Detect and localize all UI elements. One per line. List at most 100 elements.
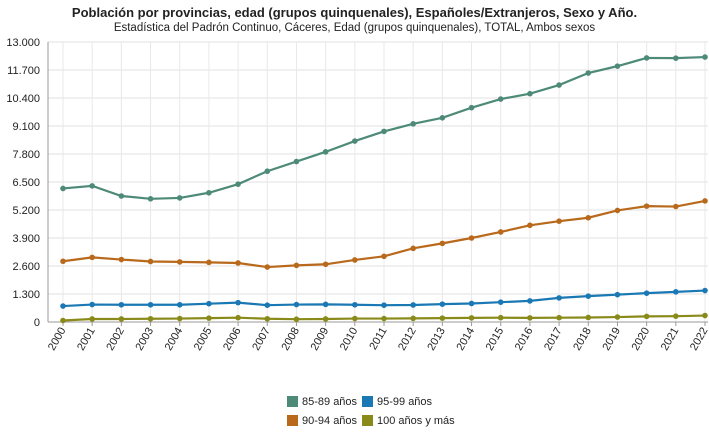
- data-point-90-94-a-os[interactable]: [264, 264, 271, 270]
- x-tick-label: 2014: [455, 326, 478, 353]
- data-point-90-94-a-os[interactable]: [439, 240, 446, 247]
- data-point-85-89-a-os[interactable]: [381, 128, 387, 135]
- data-point-100-a-os-y-m-s[interactable]: [614, 314, 621, 320]
- data-point-100-a-os-y-m-s[interactable]: [468, 315, 475, 321]
- data-point-100-a-os-y-m-s[interactable]: [89, 316, 95, 322]
- x-tick-label: 2019: [600, 326, 623, 353]
- legend-swatch: [362, 415, 373, 426]
- data-point-85-89-a-os[interactable]: [527, 90, 533, 97]
- data-point-90-94-a-os[interactable]: [352, 257, 358, 263]
- data-point-85-89-a-os[interactable]: [556, 82, 562, 88]
- data-point-85-89-a-os[interactable]: [643, 55, 650, 61]
- x-tick-label: 2004: [163, 326, 186, 353]
- data-point-85-89-a-os[interactable]: [585, 70, 592, 76]
- data-point-100-a-os-y-m-s[interactable]: [118, 316, 125, 322]
- data-point-100-a-os-y-m-s[interactable]: [439, 315, 446, 321]
- data-point-90-94-a-os[interactable]: [293, 262, 300, 269]
- data-point-90-94-a-os[interactable]: [89, 254, 95, 261]
- data-point-100-a-os-y-m-s[interactable]: [264, 315, 271, 322]
- data-point-90-94-a-os[interactable]: [702, 198, 708, 204]
- data-point-85-89-a-os[interactable]: [614, 63, 621, 69]
- data-point-100-a-os-y-m-s[interactable]: [176, 315, 183, 322]
- data-point-85-89-a-os[interactable]: [235, 181, 241, 187]
- data-point-100-a-os-y-m-s[interactable]: [381, 315, 387, 322]
- data-point-85-89-a-os[interactable]: [497, 96, 504, 102]
- data-point-90-94-a-os[interactable]: [673, 203, 679, 210]
- data-point-85-89-a-os[interactable]: [352, 138, 358, 144]
- data-point-100-a-os-y-m-s[interactable]: [673, 313, 679, 319]
- data-point-95-99-a-os[interactable]: [527, 298, 533, 304]
- data-point-85-89-a-os[interactable]: [118, 193, 125, 199]
- data-point-95-99-a-os[interactable]: [176, 301, 183, 308]
- data-point-95-99-a-os[interactable]: [556, 295, 562, 301]
- data-point-90-94-a-os[interactable]: [497, 229, 504, 235]
- chart-title: Población por provincias, edad (grupos q…: [71, 5, 638, 20]
- data-point-85-89-a-os[interactable]: [264, 168, 271, 175]
- data-point-90-94-a-os[interactable]: [468, 235, 475, 241]
- data-point-90-94-a-os[interactable]: [585, 214, 592, 221]
- data-point-95-99-a-os[interactable]: [614, 291, 621, 298]
- data-point-90-94-a-os[interactable]: [60, 258, 66, 265]
- data-point-85-89-a-os[interactable]: [89, 183, 95, 189]
- data-point-90-94-a-os[interactable]: [381, 253, 387, 260]
- data-point-95-99-a-os[interactable]: [293, 301, 300, 308]
- data-point-85-89-a-os[interactable]: [673, 55, 679, 61]
- data-point-90-94-a-os[interactable]: [235, 260, 241, 266]
- data-point-85-89-a-os[interactable]: [410, 121, 416, 127]
- data-point-90-94-a-os[interactable]: [176, 259, 183, 265]
- data-point-95-99-a-os[interactable]: [89, 301, 95, 308]
- data-point-95-99-a-os[interactable]: [497, 299, 504, 305]
- data-point-90-94-a-os[interactable]: [206, 259, 212, 266]
- data-point-95-99-a-os[interactable]: [264, 302, 271, 309]
- data-point-100-a-os-y-m-s[interactable]: [322, 316, 329, 322]
- data-point-95-99-a-os[interactable]: [352, 301, 358, 308]
- data-point-95-99-a-os[interactable]: [60, 303, 66, 309]
- data-point-95-99-a-os[interactable]: [643, 290, 650, 296]
- data-point-90-94-a-os[interactable]: [322, 261, 329, 268]
- data-point-100-a-os-y-m-s[interactable]: [147, 315, 154, 322]
- data-point-100-a-os-y-m-s[interactable]: [352, 315, 358, 322]
- data-point-100-a-os-y-m-s[interactable]: [643, 313, 650, 320]
- data-point-100-a-os-y-m-s[interactable]: [206, 315, 212, 321]
- data-point-100-a-os-y-m-s[interactable]: [235, 314, 241, 321]
- data-point-85-89-a-os[interactable]: [468, 104, 475, 111]
- data-point-100-a-os-y-m-s[interactable]: [293, 316, 300, 323]
- data-point-85-89-a-os[interactable]: [702, 54, 708, 60]
- data-point-90-94-a-os[interactable]: [118, 256, 125, 263]
- data-point-85-89-a-os[interactable]: [60, 185, 66, 192]
- data-point-90-94-a-os[interactable]: [643, 203, 650, 209]
- data-point-95-99-a-os[interactable]: [118, 301, 125, 308]
- data-point-95-99-a-os[interactable]: [235, 299, 241, 306]
- data-point-85-89-a-os[interactable]: [293, 158, 300, 165]
- data-point-100-a-os-y-m-s[interactable]: [60, 317, 66, 324]
- data-point-100-a-os-y-m-s[interactable]: [410, 315, 416, 322]
- data-point-95-99-a-os[interactable]: [410, 302, 416, 308]
- data-point-85-89-a-os[interactable]: [322, 149, 329, 155]
- data-point-100-a-os-y-m-s[interactable]: [556, 314, 562, 321]
- data-point-95-99-a-os[interactable]: [439, 301, 446, 307]
- data-point-90-94-a-os[interactable]: [410, 245, 416, 252]
- y-tick-label: 13.000: [6, 37, 40, 49]
- data-point-100-a-os-y-m-s[interactable]: [497, 314, 504, 321]
- data-point-85-89-a-os[interactable]: [439, 115, 446, 121]
- data-point-95-99-a-os[interactable]: [381, 302, 387, 309]
- data-point-90-94-a-os[interactable]: [556, 218, 562, 224]
- data-point-85-89-a-os[interactable]: [206, 189, 212, 196]
- x-tick-label: 2003: [134, 326, 157, 353]
- data-point-100-a-os-y-m-s[interactable]: [585, 314, 592, 321]
- data-point-100-a-os-y-m-s[interactable]: [527, 315, 533, 321]
- data-point-95-99-a-os[interactable]: [322, 301, 329, 308]
- data-point-95-99-a-os[interactable]: [147, 301, 154, 308]
- data-point-85-89-a-os[interactable]: [176, 195, 183, 201]
- data-point-95-99-a-os[interactable]: [206, 300, 212, 307]
- data-point-85-89-a-os[interactable]: [147, 196, 154, 202]
- data-point-90-94-a-os[interactable]: [614, 207, 621, 214]
- data-point-90-94-a-os[interactable]: [147, 258, 154, 265]
- data-point-95-99-a-os[interactable]: [673, 289, 679, 295]
- data-point-95-99-a-os[interactable]: [585, 293, 592, 299]
- data-point-95-99-a-os[interactable]: [468, 300, 475, 307]
- data-point-100-a-os-y-m-s[interactable]: [702, 312, 708, 319]
- data-point-95-99-a-os[interactable]: [702, 287, 708, 294]
- data-point-90-94-a-os[interactable]: [527, 222, 533, 229]
